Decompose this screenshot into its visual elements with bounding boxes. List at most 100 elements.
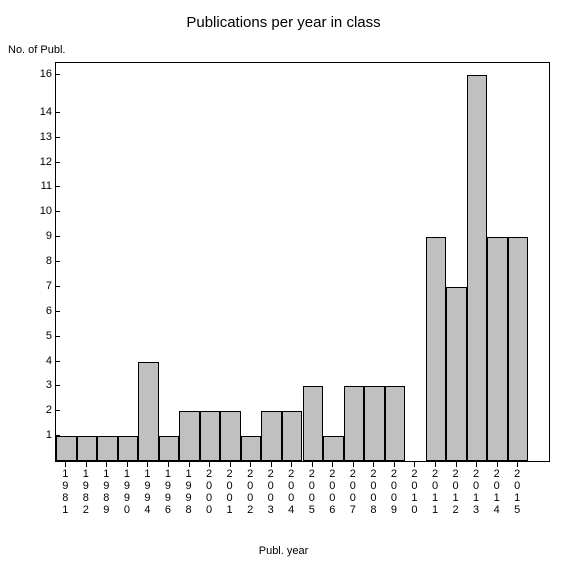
ytick-label: 14 [12,106,52,118]
xtick-mark [86,462,87,467]
xtick-mark [497,462,498,467]
xtick-label: 2005 [307,468,317,516]
xtick-label: 2013 [471,468,481,516]
ytick-mark [55,74,60,75]
xtick-label: 2010 [409,468,419,516]
xtick-label: 2007 [348,468,358,516]
bar [385,386,406,461]
xtick-label: 2008 [368,468,378,516]
bar [323,436,344,461]
ytick-label: 7 [12,280,52,292]
xtick-mark [65,462,66,467]
xtick-mark [147,462,148,467]
bar [179,411,200,461]
xtick-label: 1996 [163,468,173,516]
xtick-mark [373,462,374,467]
xtick-mark [250,462,251,467]
ytick-mark [55,137,60,138]
ytick-mark [55,236,60,237]
ytick-mark [55,361,60,362]
xtick-label: 2006 [327,468,337,516]
xtick-label: 2011 [430,468,440,516]
xtick-label: 2004 [286,468,296,516]
bar [220,411,241,461]
ytick-mark [55,112,60,113]
xtick-mark [394,462,395,467]
xtick-mark [127,462,128,467]
xtick-label: 2012 [451,468,461,516]
xtick-label: 1998 [184,468,194,516]
xtick-label: 2014 [492,468,502,516]
bar [56,436,77,461]
xtick-label: 2002 [245,468,255,516]
ytick-label: 10 [12,205,52,217]
bar [344,386,365,461]
bar [467,75,488,461]
ytick-label: 5 [12,330,52,342]
bar [282,411,303,461]
y-axis-label: No. of Publ. [8,44,65,56]
xtick-label: 2000 [204,468,214,516]
xtick-label: 2009 [389,468,399,516]
chart-title: Publications per year in class [0,14,567,31]
xtick-label: 2003 [266,468,276,516]
xtick-mark [189,462,190,467]
xtick-mark [271,462,272,467]
xtick-mark [456,462,457,467]
xtick-label: 1982 [81,468,91,516]
ytick-label: 11 [12,180,52,192]
ytick-mark [55,186,60,187]
xtick-mark [517,462,518,467]
bar [159,436,180,461]
ytick-mark [55,410,60,411]
ytick-mark [55,162,60,163]
ytick-label: 9 [12,230,52,242]
ytick-label: 6 [12,305,52,317]
xtick-mark [414,462,415,467]
x-axis-label: Publ. year [0,545,567,557]
xtick-mark [168,462,169,467]
ytick-label: 16 [12,68,52,80]
xtick-label: 1994 [142,468,152,516]
bar [426,237,447,461]
xtick-label: 1989 [101,468,111,516]
bar [446,287,467,461]
bar [303,386,324,461]
bar [508,237,529,461]
bar [97,436,118,461]
plot-area [55,62,550,462]
xtick-mark [312,462,313,467]
xtick-label: 1990 [122,468,132,516]
bar [118,436,139,461]
xtick-mark [209,462,210,467]
xtick-mark [106,462,107,467]
bar [487,237,508,461]
bar [241,436,262,461]
bar [364,386,385,461]
chart-container: Publications per year in class No. of Pu… [0,0,567,567]
bar [77,436,98,461]
ytick-mark [55,286,60,287]
xtick-label: 1981 [60,468,70,516]
ytick-label: 3 [12,379,52,391]
ytick-label: 4 [12,355,52,367]
xtick-mark [435,462,436,467]
ytick-mark [55,311,60,312]
xtick-mark [230,462,231,467]
ytick-label: 12 [12,156,52,168]
ytick-label: 2 [12,404,52,416]
xtick-label: 2001 [225,468,235,516]
ytick-mark [55,435,60,436]
ytick-mark [55,336,60,337]
bar [261,411,282,461]
xtick-mark [476,462,477,467]
xtick-mark [291,462,292,467]
ytick-mark [55,385,60,386]
xtick-mark [353,462,354,467]
xtick-label: 2015 [512,468,522,516]
ytick-label: 13 [12,131,52,143]
ytick-label: 1 [12,429,52,441]
xtick-mark [332,462,333,467]
ytick-label: 8 [12,255,52,267]
ytick-mark [55,211,60,212]
